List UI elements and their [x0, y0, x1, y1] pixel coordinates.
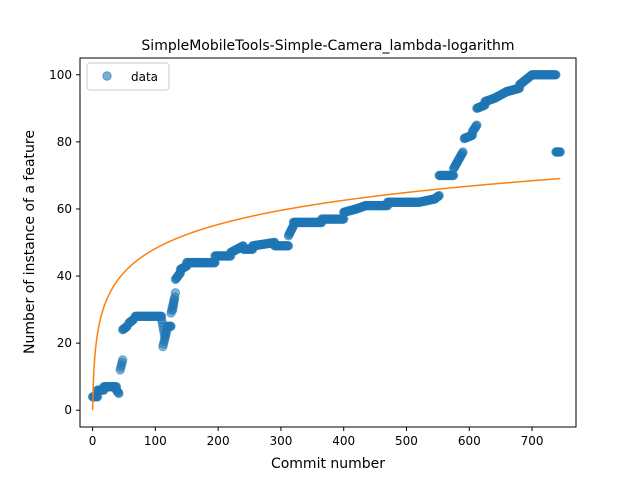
legend: data	[86, 62, 170, 91]
legend-box	[86, 62, 170, 91]
data-point	[555, 147, 566, 157]
data-point	[458, 147, 468, 157]
y-tick-label: 60	[57, 202, 72, 216]
legend-label-data: data	[131, 70, 158, 84]
x-tick-label: 500	[395, 434, 418, 448]
x-axis-ticks: 0 100 200 300 400 500 600 700	[89, 427, 544, 448]
legend-marker-data	[102, 71, 112, 81]
x-tick-label: 700	[521, 434, 544, 448]
x-tick-label: 400	[332, 434, 355, 448]
fit-line	[91, 177, 561, 411]
y-tick-label: 80	[57, 135, 72, 149]
x-tick-label: 200	[207, 434, 230, 448]
data-point	[166, 321, 176, 332]
plot-frame	[79, 57, 577, 428]
data-point	[117, 355, 128, 365]
data-point	[551, 70, 561, 80]
data-point	[283, 241, 294, 251]
y-tick-label: 0	[64, 403, 72, 417]
y-tick-label: 20	[57, 336, 72, 350]
x-tick-label: 0	[89, 434, 97, 448]
data-point	[114, 388, 124, 399]
x-tick-label: 300	[269, 434, 292, 448]
x-axis-label: Commit number	[271, 456, 385, 472]
data-point	[472, 120, 482, 130]
y-axis-label: Number of instance of a feature	[22, 130, 38, 354]
y-tick-label: 100	[49, 68, 72, 82]
y-tick-label: 40	[57, 269, 72, 283]
plot-marks	[87, 70, 566, 411]
data-point	[434, 190, 444, 201]
data-point	[170, 288, 181, 298]
chart-title: SimpleMobileTools-Simple-Camera_lambda-l…	[141, 38, 514, 54]
x-tick-label: 600	[458, 434, 481, 448]
x-tick-label: 100	[144, 434, 167, 448]
y-axis-ticks: 0 20 40 60 80 100	[49, 68, 80, 417]
